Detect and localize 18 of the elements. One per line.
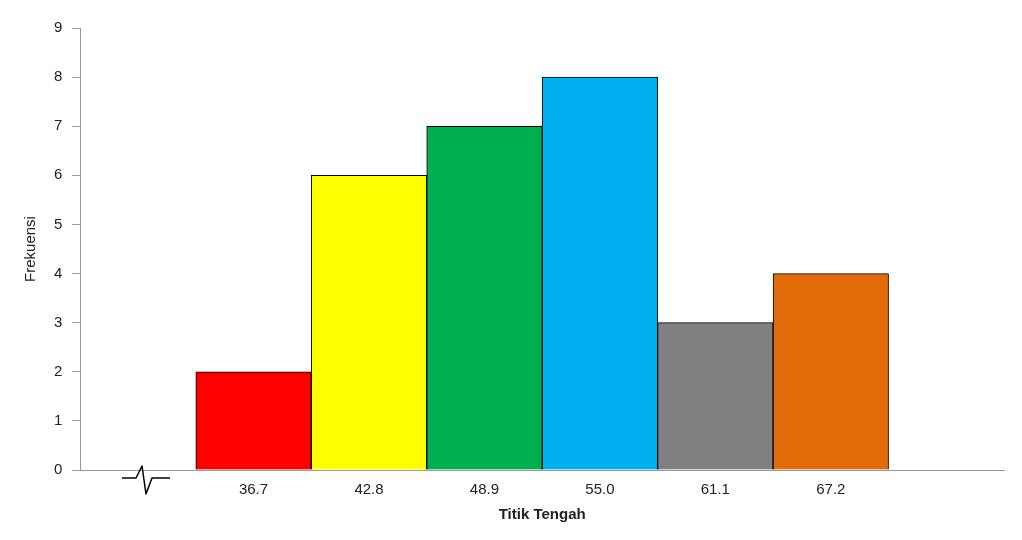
x-tick-label: 55.0	[585, 480, 615, 498]
y-tick-label: 6	[54, 165, 63, 183]
y-tick-label: 1	[54, 411, 63, 429]
y-tick-label: 9	[54, 18, 63, 36]
x-tick-label: 48.9	[469, 480, 500, 498]
x-tick-label: 61.1	[700, 480, 730, 498]
y-tick-label: 8	[54, 67, 63, 85]
y-tick-label: 3	[54, 312, 63, 330]
y-tick-label: 4	[54, 263, 63, 281]
y-tick-label: 2	[54, 361, 63, 379]
x-tick-label: 42.8	[354, 480, 384, 498]
y-tick-label: 5	[54, 214, 63, 232]
x-tick-label: 36.7	[238, 480, 269, 498]
y-tick-label: 7	[54, 116, 63, 134]
x-tick-label: 67.2	[816, 480, 846, 498]
x-axis-title: Titik Tengah	[498, 505, 586, 523]
y-axis-title: Frekuensi	[21, 216, 39, 282]
y-tick-label: 0	[54, 460, 63, 478]
